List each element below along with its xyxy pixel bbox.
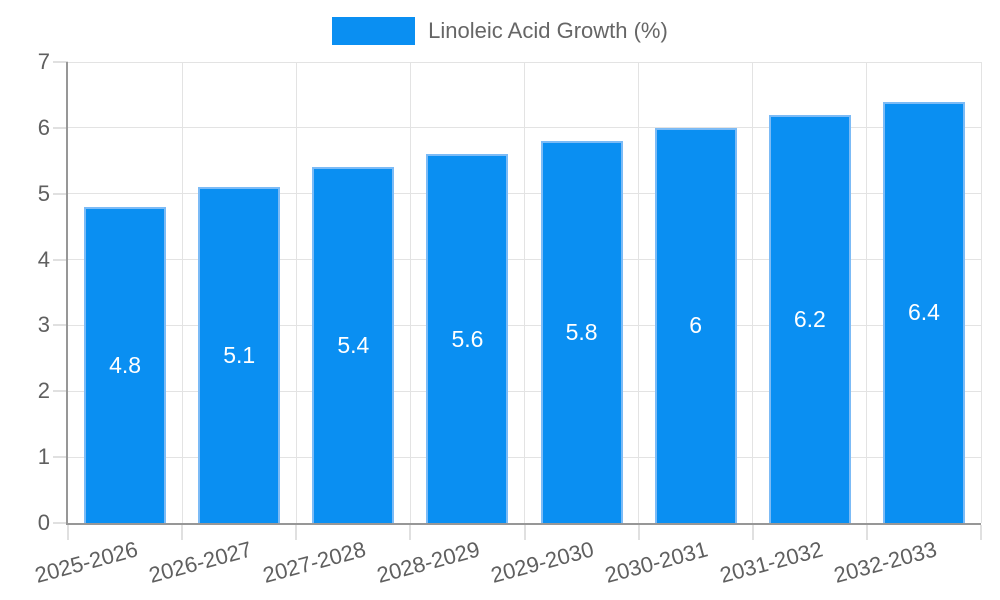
x-tick-label: 2025-2026	[32, 536, 141, 588]
y-tick-mark	[53, 522, 68, 524]
x-axis-line	[68, 523, 981, 525]
bar-value-label: 4.8	[109, 351, 142, 378]
y-tick-mark	[53, 456, 68, 459]
bar-value-label: 5.6	[451, 325, 484, 352]
y-tick-mark	[53, 192, 68, 195]
bar[interactable]	[654, 127, 737, 523]
chart-legend-item[interactable]: Linoleic Acid Growth (%)	[0, 14, 1000, 48]
bar-value-label: 5.4	[337, 332, 370, 359]
y-tick-label: 0	[37, 510, 50, 535]
bar[interactable]	[882, 101, 965, 523]
bar[interactable]	[426, 154, 509, 523]
y-tick-label: 6	[37, 114, 50, 140]
x-tick-mark	[751, 525, 754, 540]
x-tick-mark	[67, 525, 69, 540]
x-tick-label: 2027-2028	[260, 536, 369, 588]
x-tick-mark	[865, 525, 868, 540]
y-tick-label: 3	[37, 312, 50, 338]
bar[interactable]	[198, 187, 281, 523]
x-tick-mark	[980, 525, 982, 540]
bar[interactable]	[768, 114, 851, 523]
x-tick-mark	[295, 525, 298, 540]
bar-value-label: 6.2	[793, 305, 826, 332]
x-tick-label: 2026-2027	[146, 536, 255, 588]
x-tick-label: 2029-2030	[488, 536, 597, 588]
y-tick-label: 1	[37, 444, 50, 470]
y-tick-mark	[53, 390, 68, 393]
v-gridline	[638, 62, 640, 523]
v-gridline	[980, 62, 982, 523]
v-gridline	[181, 62, 183, 523]
v-gridline	[295, 62, 297, 523]
bar[interactable]	[540, 141, 623, 523]
x-tick-label: 2030-2031	[602, 536, 711, 588]
v-gridline	[752, 62, 754, 523]
bar[interactable]	[312, 167, 395, 523]
y-tick-label: 4	[37, 246, 50, 272]
y-tick-mark	[53, 324, 68, 327]
legend-swatch	[332, 17, 416, 45]
y-tick-mark	[53, 61, 68, 63]
x-tick-label: 2028-2029	[374, 536, 483, 588]
y-tick-label: 7	[37, 49, 50, 74]
y-tick-label: 2	[37, 378, 50, 404]
x-tick-mark	[637, 525, 640, 540]
y-tick-label: 5	[37, 180, 50, 206]
bar-value-label: 5.1	[223, 342, 256, 369]
x-tick-label: 2032-2033	[830, 536, 940, 588]
bar-value-label: 6	[689, 312, 703, 339]
y-tick-mark	[53, 126, 68, 129]
bar-value-label: 6.4	[907, 299, 940, 326]
v-gridline	[866, 62, 868, 523]
y-axis-line	[66, 62, 68, 525]
v-gridline	[524, 62, 525, 523]
y-tick-mark	[53, 258, 68, 261]
x-tick-mark	[181, 525, 184, 540]
x-tick-mark	[409, 525, 412, 540]
legend-label: Linoleic Acid Growth (%)	[428, 18, 668, 43]
bar[interactable]	[84, 206, 167, 523]
v-gridline	[409, 62, 411, 523]
bar-value-label: 5.8	[565, 319, 598, 345]
x-tick-mark	[523, 525, 526, 540]
x-tick-label: 2031-2032	[716, 536, 825, 588]
